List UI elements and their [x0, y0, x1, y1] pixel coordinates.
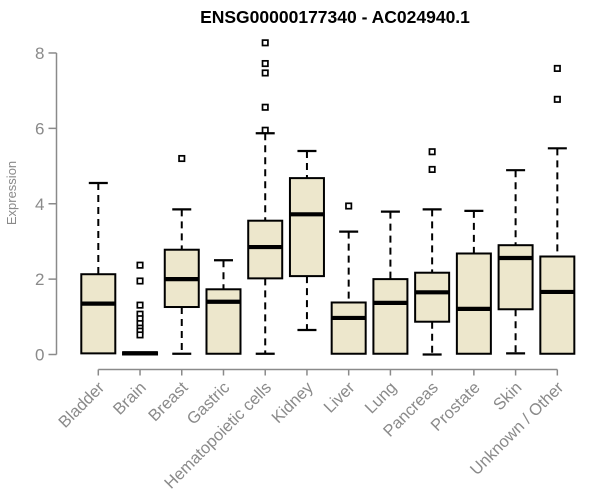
outlier-point [553, 95, 561, 103]
box-unknown-other [539, 64, 576, 355]
outlier-point [178, 154, 186, 163]
x-tick-label-brain: Brain [110, 379, 150, 419]
box-lung [372, 210, 409, 355]
box-prostate [455, 209, 492, 355]
outlier-point [261, 39, 269, 47]
iqr-box [247, 219, 284, 280]
outlier-point [553, 64, 561, 72]
outlier-point [136, 261, 144, 269]
box-bladder [80, 181, 117, 355]
box-hematopoietic-cells [247, 39, 284, 355]
box-kidney [288, 149, 325, 332]
outlier-point [261, 59, 269, 68]
y-tick-label: 4 [35, 195, 44, 214]
outlier-point [136, 301, 144, 309]
chart-title: ENSG00000177340 - AC024940.1 [200, 7, 470, 27]
x-tick-label-skin: Skin [490, 379, 525, 414]
outlier-point [345, 202, 353, 210]
y-axis-title: Expression [4, 161, 19, 225]
iqr-box [455, 252, 492, 355]
box-gastric [205, 259, 242, 355]
outlier-point [261, 69, 269, 77]
iqr-box [288, 177, 325, 278]
outlier-point [428, 165, 436, 173]
box-skin [497, 169, 534, 355]
iqr-box [330, 301, 367, 355]
outlier-point [136, 277, 144, 285]
outlier-point [261, 103, 269, 111]
outlier-point [136, 331, 144, 339]
box-brain [122, 261, 159, 356]
iqr-box [205, 288, 242, 355]
y-tick-label: 2 [35, 270, 44, 289]
outlier-point [428, 148, 436, 156]
y-tick-label: 6 [35, 119, 44, 138]
iqr-box [414, 271, 451, 323]
y-tick-label: 0 [35, 346, 44, 365]
box-series [80, 39, 576, 356]
iqr-box [539, 255, 576, 355]
box-pancreas [414, 148, 451, 356]
x-tick-label-bladder: Bladder [55, 378, 108, 431]
iqr-box [372, 278, 409, 355]
outlier-point [261, 126, 269, 134]
iqr-box [80, 273, 117, 355]
x-tick-label-kidney: Kidney [268, 378, 317, 427]
box-breast [163, 154, 200, 355]
y-tick-label: 8 [35, 44, 44, 63]
x-tick-label-liver: Liver [320, 378, 358, 416]
box-liver [330, 202, 367, 355]
iqr-box [497, 244, 534, 311]
x-tick-label-lung: Lung [362, 379, 401, 418]
